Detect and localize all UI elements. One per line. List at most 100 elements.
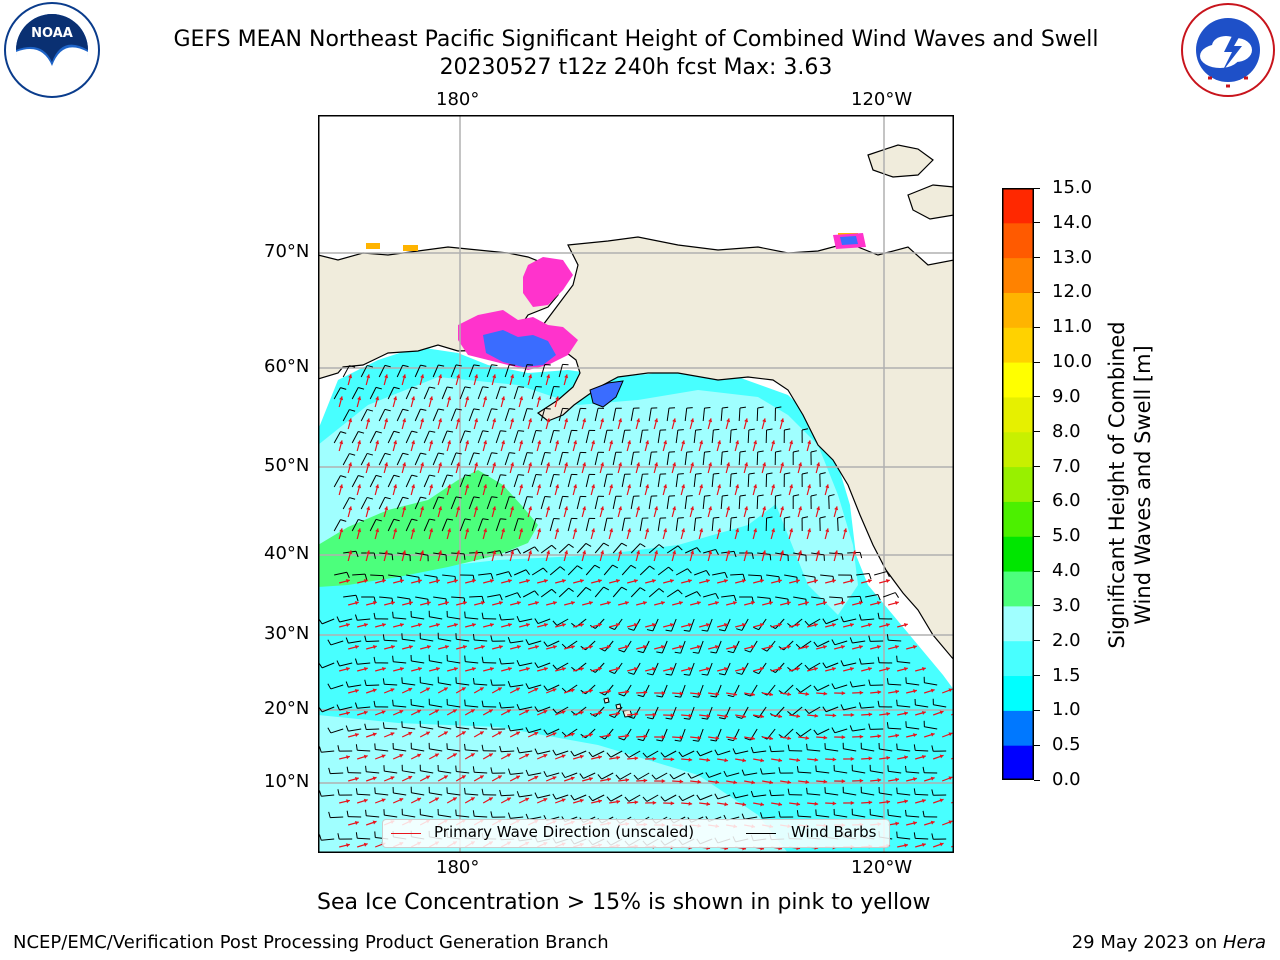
wind-barb-flag bbox=[710, 739, 717, 742]
wind-barb-flag bbox=[438, 408, 445, 411]
wave-direction-arrowhead bbox=[546, 418, 551, 423]
wave-direction-arrowhead bbox=[515, 687, 520, 692]
wave-direction-arrowhead bbox=[525, 623, 530, 628]
wind-barb bbox=[540, 544, 552, 554]
wind-barb-flag bbox=[455, 496, 462, 499]
wave-direction-arrowhead bbox=[733, 780, 738, 785]
wind-barb bbox=[567, 518, 572, 532]
wave-direction-arrowhead bbox=[663, 440, 668, 445]
wave-direction-arrowhead bbox=[807, 440, 812, 445]
lon-label-bottom-180: 180° bbox=[436, 857, 480, 878]
wind-barb bbox=[693, 430, 697, 444]
wave-direction-arrowhead bbox=[372, 688, 377, 693]
wind-barb-flag bbox=[534, 706, 539, 712]
colorbar-tick-label: 6.0 bbox=[1052, 490, 1081, 512]
wave-direction-arrowhead bbox=[525, 709, 530, 714]
wind-barb bbox=[375, 792, 389, 796]
wave-direction-arrowhead bbox=[357, 484, 362, 489]
colorbar-tick-label: 7.0 bbox=[1052, 455, 1081, 477]
wind-barb-flag bbox=[686, 451, 693, 453]
wave-direction-arrowhead bbox=[417, 709, 422, 714]
colorbar-tick-label: 12.0 bbox=[1052, 281, 1093, 303]
wind-barb bbox=[793, 596, 807, 600]
wind-barb bbox=[861, 748, 875, 752]
wind-barb bbox=[477, 386, 484, 400]
colorbar-swatch bbox=[1002, 675, 1034, 711]
wind-barb bbox=[342, 409, 350, 422]
wave-direction-arrowhead bbox=[904, 799, 908, 804]
wave-direction-arrowhead bbox=[688, 801, 693, 806]
wave-direction-arrowhead bbox=[537, 440, 542, 445]
wind-barb bbox=[808, 706, 821, 714]
wind-barb bbox=[594, 706, 605, 717]
wind-barb-flag bbox=[859, 614, 862, 621]
wave-direction-arrowhead bbox=[516, 645, 521, 650]
wave-direction-arrowhead bbox=[452, 753, 457, 758]
wind-barb bbox=[689, 618, 695, 632]
wind-barb-flag bbox=[859, 702, 862, 709]
wind-barb-flag bbox=[411, 430, 418, 433]
wind-barb bbox=[802, 574, 816, 578]
wind-barb bbox=[630, 496, 634, 510]
colorbar-tick-mark bbox=[1034, 709, 1040, 711]
wave-direction-arrowhead bbox=[688, 757, 693, 762]
wind-barb-flag bbox=[886, 571, 890, 578]
wind-barb bbox=[861, 662, 875, 665]
wave-direction-arrowhead bbox=[598, 755, 602, 760]
lat-label-10n: 10°N bbox=[264, 771, 310, 792]
wind-barb bbox=[357, 793, 371, 796]
wave-direction-arrowhead bbox=[805, 691, 810, 696]
wave-direction-arrowhead bbox=[570, 776, 575, 781]
wind-barb bbox=[657, 474, 661, 488]
wave-direction-arrowhead bbox=[850, 712, 855, 718]
wave-direction-arrowhead bbox=[717, 528, 722, 533]
wind-barb-flag bbox=[384, 496, 391, 500]
wind-barb bbox=[603, 474, 608, 488]
wind-barb-flag bbox=[455, 364, 462, 367]
wind-barb bbox=[510, 772, 524, 775]
wind-barb bbox=[330, 640, 344, 646]
wave-max-region bbox=[318, 470, 538, 587]
wind-barb bbox=[897, 705, 911, 708]
wind-barb bbox=[558, 496, 563, 510]
wind-barb-flag bbox=[500, 518, 507, 520]
wave-direction-arrowhead bbox=[501, 484, 506, 489]
wave-direction-arrowhead bbox=[759, 667, 764, 672]
wave-direction-arrowhead bbox=[849, 667, 854, 672]
wave-direction-arrowhead bbox=[552, 645, 557, 650]
wind-barb-flag bbox=[420, 452, 427, 455]
wave-direction-arrowhead bbox=[816, 550, 821, 555]
wave-direction-arrowhead bbox=[516, 601, 521, 606]
wave-direction-arrowhead bbox=[681, 440, 686, 445]
wind-barb bbox=[384, 814, 398, 818]
wind-barb bbox=[405, 430, 413, 444]
wave-direction-arrowhead bbox=[804, 645, 809, 650]
wave-direction-arrowhead bbox=[393, 484, 398, 489]
wave-direction-arrowhead bbox=[607, 777, 611, 782]
land-north bbox=[317, 246, 564, 380]
wind-barb bbox=[519, 706, 533, 711]
wind-barb bbox=[321, 706, 335, 713]
wind-barb bbox=[429, 792, 443, 796]
wave-direction-arrowhead bbox=[796, 757, 801, 763]
wind-barb bbox=[798, 771, 812, 774]
wind-barb-flag bbox=[438, 364, 445, 367]
wind-barb-flag bbox=[733, 595, 737, 602]
wave-direction-arrowhead bbox=[841, 691, 846, 696]
wind-barb bbox=[438, 726, 452, 730]
wind-barb-flag bbox=[775, 406, 782, 409]
wind-barb bbox=[393, 617, 407, 620]
wave-direction-arrowhead bbox=[452, 709, 457, 714]
wind-barb bbox=[594, 496, 599, 510]
wave-direction-arrowhead bbox=[814, 713, 819, 718]
wave-direction-arrowhead bbox=[687, 579, 692, 584]
wind-barb-flag bbox=[473, 364, 480, 367]
wind-barb bbox=[666, 496, 670, 510]
wave-direction-arrowhead bbox=[381, 754, 386, 759]
wind-barb bbox=[694, 569, 707, 576]
wave-direction-arrowhead bbox=[751, 780, 756, 785]
wave-direction-arrowhead bbox=[715, 736, 720, 741]
wind-barb-flag bbox=[760, 812, 763, 819]
wind-barb-flag bbox=[637, 694, 644, 698]
wind-barb-flag bbox=[695, 429, 702, 431]
